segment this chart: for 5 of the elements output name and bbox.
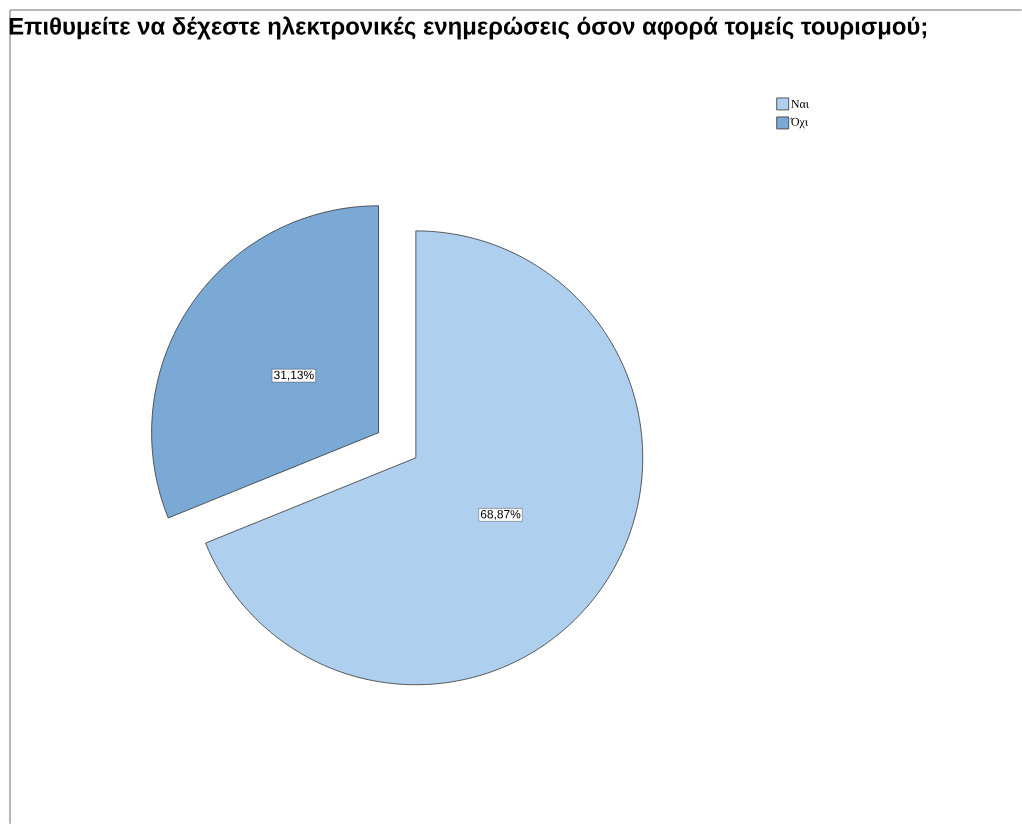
data-label: 68,87% <box>480 509 521 520</box>
data-label: 31,13% <box>274 370 314 381</box>
chart-title: Επιθυμείτε να δέχεστε ηλεκτρονικές ενημερώσεις όσον αφορά τομείς τουρισμού; <box>9 16 927 40</box>
legend-label: Όχι <box>790 117 808 129</box>
legend-label: Ναι <box>791 99 809 108</box>
